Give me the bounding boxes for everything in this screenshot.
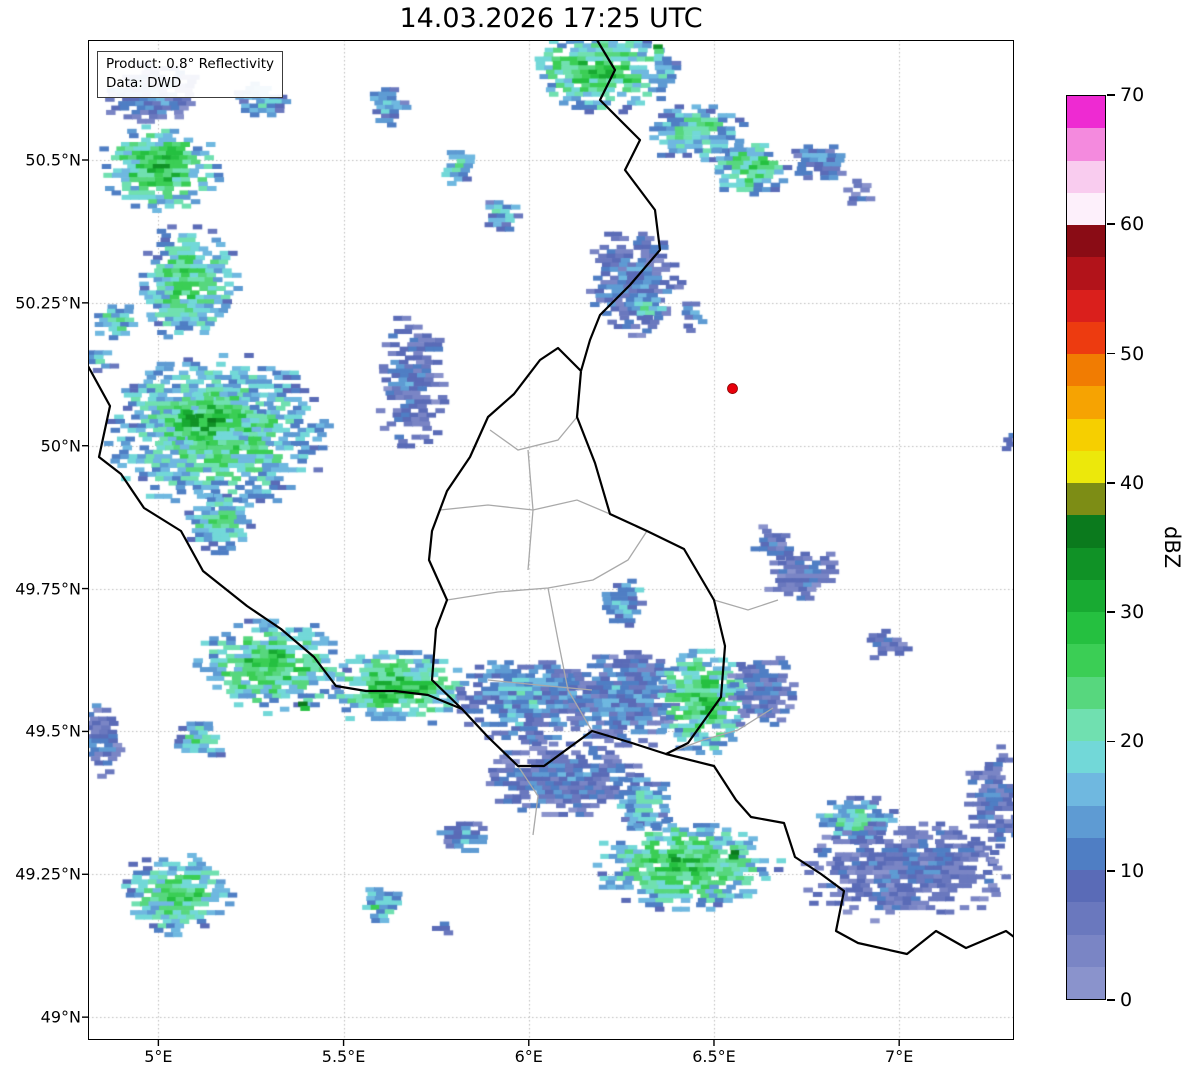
colorbar-segment	[1067, 450, 1105, 483]
colorbar-tick-label: 10	[1120, 859, 1145, 882]
colorbar-segment	[1067, 354, 1105, 387]
colorbar-segment	[1067, 934, 1105, 967]
colorbar-segment	[1067, 321, 1105, 354]
colorbar-segment	[1067, 579, 1105, 612]
colorbar-tick-label: 70	[1120, 84, 1145, 106]
colorbar-segment	[1067, 805, 1105, 838]
colorbar-segment	[1067, 515, 1105, 548]
colorbar-segment	[1067, 644, 1105, 677]
colorbar	[1066, 95, 1106, 1000]
colorbar-tick-label: 60	[1120, 213, 1145, 236]
colorbar-tick	[1107, 611, 1115, 613]
colorbar-segment	[1067, 612, 1105, 645]
colorbar-tick	[1107, 740, 1115, 743]
x-tick-label: 7°E	[885, 1047, 914, 1066]
colorbar-tick-label: 0	[1120, 989, 1133, 1011]
colorbar-tick-label: 50	[1120, 342, 1145, 365]
colorbar-segment	[1067, 418, 1105, 451]
annotation-product: Product: 0.8° Reflectivity	[106, 56, 274, 72]
y-tick-label: 50.5°N	[25, 150, 81, 170]
colorbar-unit-label: dBZ	[1160, 526, 1184, 569]
radar-echo-canvas	[88, 40, 1014, 1040]
y-tick-label: 50.25°N	[15, 293, 81, 313]
x-tick-label: 5°E	[144, 1047, 173, 1066]
colorbar-tick	[1107, 869, 1115, 872]
colorbar-segment	[1067, 773, 1105, 806]
colorbar-segment	[1067, 483, 1105, 516]
colorbar-tick-label: 30	[1120, 601, 1145, 624]
y-tick-label: 50°N	[40, 436, 81, 456]
colorbar-segment	[1067, 708, 1105, 741]
x-tick-label: 6°E	[514, 1047, 543, 1066]
colorbar-segment	[1067, 225, 1105, 258]
y-tick-label: 49.5°N	[25, 721, 81, 741]
colorbar-segment	[1067, 160, 1105, 193]
colorbar-segment	[1067, 386, 1105, 419]
colorbar-segment	[1067, 902, 1105, 935]
annotation-source: Data: DWD	[106, 75, 182, 92]
colorbar-tick	[1107, 482, 1115, 484]
y-tick-label: 49.75°N	[15, 579, 81, 599]
colorbar-segment	[1067, 128, 1105, 161]
colorbar-segment	[1067, 96, 1105, 129]
x-tick-label: 5.5°E	[321, 1047, 366, 1066]
colorbar-tick	[1107, 223, 1115, 226]
colorbar-segment	[1067, 289, 1105, 322]
colorbar-segment	[1067, 966, 1105, 999]
y-tick-label: 49.25°N	[15, 864, 81, 884]
annotation-box: Product: 0.8° Reflectivity Data: DWD	[97, 51, 283, 99]
colorbar-tick-label: 20	[1120, 730, 1145, 753]
colorbar-segment	[1067, 870, 1105, 903]
colorbar-segment	[1067, 257, 1105, 290]
colorbar-segment	[1067, 741, 1105, 774]
colorbar-tick	[1107, 999, 1115, 1001]
y-tick-label: 49°N	[40, 1007, 81, 1027]
colorbar-tick-label: 40	[1120, 471, 1145, 494]
colorbar-segment	[1067, 676, 1105, 709]
map-plot-area	[88, 40, 1014, 1040]
colorbar-tick	[1107, 94, 1115, 96]
colorbar-segment	[1067, 192, 1105, 225]
figure-title: 14.03.2026 17:25 UTC	[399, 3, 703, 34]
colorbar-segment	[1067, 837, 1105, 870]
x-tick-label: 6.5°E	[692, 1047, 736, 1066]
colorbar-segment	[1067, 547, 1105, 580]
colorbar-tick	[1107, 352, 1115, 355]
